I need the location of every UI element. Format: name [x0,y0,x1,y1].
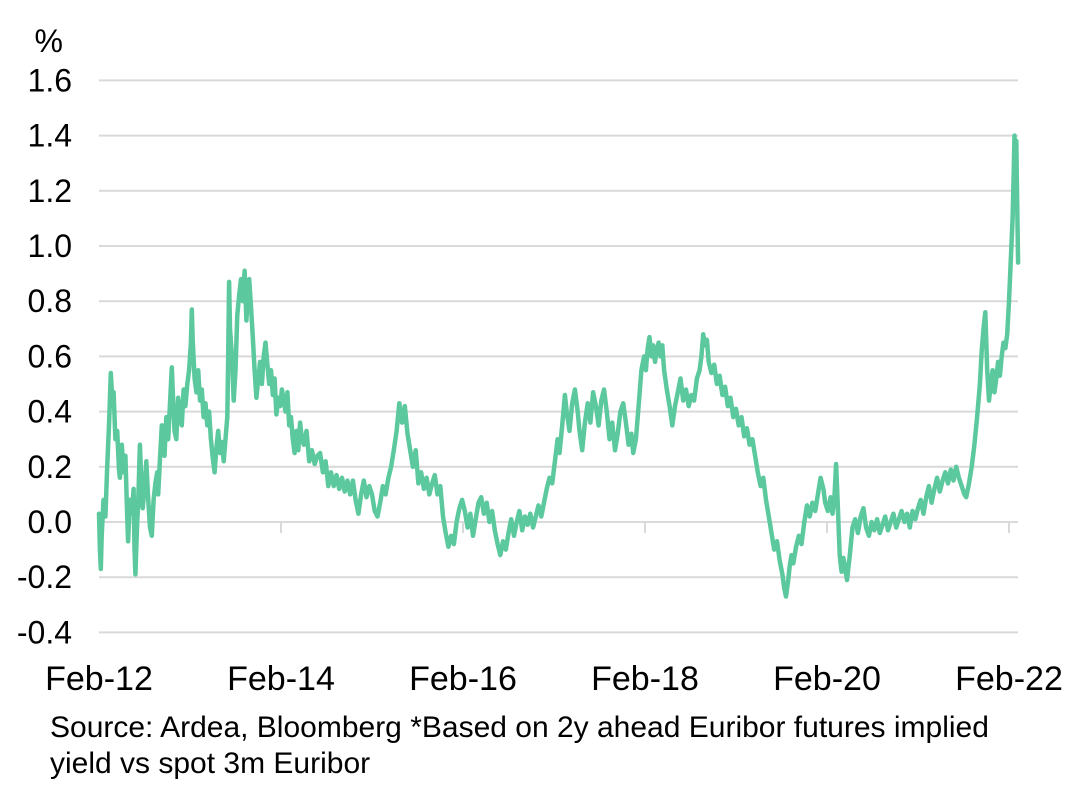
y-axis-label: 1.0 [28,228,72,264]
x-axis-label: Feb-16 [409,660,517,698]
x-axis-tick-labels: Feb-12 Feb-14 Feb-16 Feb-18 Feb-20 Feb-22 [45,660,1063,698]
y-axis-tick-labels: 1.6 1.4 1.2 1.0 0.8 0.6 0.4 0.2 0.0 -0.2 -0.4 [17,62,72,650]
x-axis-label: Feb-20 [773,660,881,698]
x-axis-label: Feb-18 [591,660,699,698]
y-axis-label: -0.2 [17,559,72,595]
x-axis-label: Feb-12 [45,660,153,698]
series-line [96,133,1021,599]
y-axis-label: 1.6 [28,62,72,98]
y-axis-label: 0.2 [28,449,72,485]
y-axis-label: 0.0 [28,504,72,540]
y-axis-unit-label: % [35,23,63,59]
source-note-line2: yield vs spot 3m Euribor [50,747,370,780]
x-axis-label: Feb-14 [227,660,335,698]
y-axis-label: -0.4 [17,614,72,650]
x-axis-label: Feb-22 [955,660,1063,698]
y-axis-label: 0.8 [28,283,72,319]
y-axis-label: 0.6 [28,338,72,374]
y-axis-label: 0.4 [28,394,72,430]
source-note-line1: Source: Ardea, Bloomberg *Based on 2y ah… [50,711,989,744]
y-axis-label: 1.4 [28,118,72,154]
y-axis-label: 1.2 [28,173,72,209]
